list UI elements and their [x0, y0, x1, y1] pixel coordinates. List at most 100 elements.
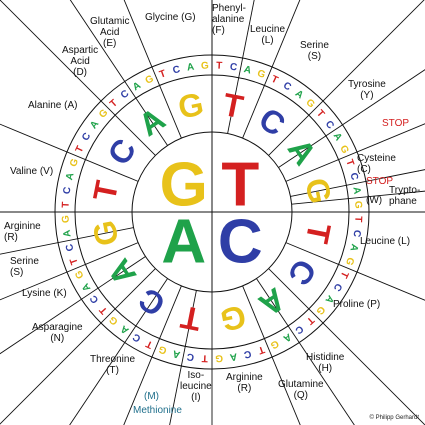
sector-line: [0, 123, 139, 182]
third-base-G: G: [157, 343, 168, 356]
credit-text: © Philipp Gerhardt: [369, 415, 419, 421]
second-base-C: C: [132, 281, 171, 324]
sector-line: [169, 290, 197, 425]
sector-line: [290, 169, 425, 197]
third-base-T: T: [158, 68, 167, 80]
second-base-T: T: [299, 220, 338, 247]
label-asparagine: Asparagine (N): [32, 322, 83, 344]
sector-line: [123, 285, 182, 425]
third-base-C: C: [131, 331, 143, 344]
label-histidine: Histidine (H): [306, 352, 345, 374]
first-base-A: A: [161, 207, 206, 276]
label-alanine: Alanine (A): [28, 100, 78, 111]
third-base-C: C: [119, 88, 131, 101]
third-base-T: T: [61, 202, 72, 209]
third-base-G: G: [73, 268, 86, 280]
label-glutamine: Glutamine (Q): [278, 379, 324, 401]
third-base-C: C: [172, 64, 182, 76]
third-base-C: C: [80, 131, 93, 143]
third-base-C: C: [281, 80, 293, 93]
third-base-T: T: [269, 74, 279, 87]
third-base-T: T: [352, 216, 363, 223]
third-base-T: T: [98, 304, 110, 316]
third-base-C: C: [62, 186, 74, 195]
label-threonine: Threonine (T): [90, 354, 136, 376]
label-glycine: Glycine (G): [145, 12, 196, 23]
label-isoleucine: Iso- leucine (I): [180, 370, 212, 403]
third-base-A: A: [281, 331, 293, 344]
second-base-G: G: [217, 298, 248, 338]
third-base-A: A: [64, 172, 76, 182]
third-base-A: A: [119, 323, 131, 336]
wheel-rings: [54, 54, 370, 370]
third-base-T: T: [74, 144, 87, 154]
label-leucine-top: Leucine (L): [250, 24, 286, 46]
label-aspartic: Aspartic Acid (D): [62, 45, 99, 78]
label-arginine-left: Arginine (R): [4, 221, 41, 243]
ring: [74, 74, 350, 350]
third-base-C: C: [293, 323, 305, 336]
label-cysteine: Cysteine (C): [357, 153, 396, 175]
sector-line: [0, 268, 156, 425]
ring: [54, 54, 370, 370]
sector-line: [69, 278, 168, 425]
second-base-A: A: [281, 132, 324, 171]
label-proline: Proline (P): [333, 299, 381, 310]
third-base-G: G: [60, 215, 71, 224]
second-base-C: C: [100, 132, 143, 171]
second-base-T: T: [177, 299, 204, 338]
sector-line: [278, 69, 425, 168]
label-stop-2: STOP: [366, 176, 394, 187]
third-base-T: T: [108, 98, 120, 110]
third-base-G: G: [268, 337, 280, 350]
label-valine: Valine (V): [10, 166, 54, 177]
label-glutamic: Glutamic Acid (E): [90, 16, 130, 49]
third-base-A: A: [131, 80, 143, 93]
label-phenylalanine: Phenyl- alanine (F): [212, 3, 246, 36]
sector-line: [256, 278, 355, 425]
third-base-T: T: [314, 108, 326, 120]
label-lysine: Lysine (K): [22, 288, 67, 299]
third-base-T: T: [68, 256, 80, 265]
second-base-A: A: [132, 100, 171, 143]
third-base-A: A: [243, 64, 253, 76]
label-arginine-bottom: Arginine (R): [226, 372, 263, 394]
third-base-A: A: [293, 88, 305, 101]
third-base-C: C: [347, 172, 359, 182]
third-base-G: G: [215, 352, 224, 363]
third-base-G: G: [343, 256, 356, 267]
second-base-C: C: [281, 253, 324, 292]
third-base-T: T: [338, 269, 351, 279]
label-w: (W): [366, 195, 383, 206]
third-base-G: G: [337, 144, 350, 156]
third-base-G: G: [144, 73, 156, 86]
third-base-C: C: [243, 347, 253, 359]
third-base-A: A: [350, 186, 362, 195]
sector-line: [0, 256, 146, 355]
third-base-T: T: [216, 61, 223, 72]
third-base-A: A: [80, 281, 93, 293]
third-base-T: T: [343, 158, 355, 167]
third-base-C: C: [88, 293, 101, 305]
third-base-A: A: [229, 350, 238, 362]
first-base-ring: G TCA: [160, 151, 263, 277]
third-base-A: A: [88, 119, 101, 131]
label-stop-1: STOP: [382, 118, 410, 129]
second-base-A: A: [100, 253, 143, 292]
sector-line: [268, 268, 425, 425]
third-base-G: G: [352, 201, 363, 210]
second-base-G: G: [86, 217, 126, 248]
third-base-G: G: [256, 68, 267, 81]
third-base-A: A: [186, 62, 195, 74]
third-base-G: G: [201, 60, 210, 71]
third-base-G: G: [68, 157, 81, 168]
label-tryptophane: Trypto- phane: [389, 185, 421, 207]
second-base-C: C: [253, 100, 292, 143]
second-base-A: A: [253, 281, 292, 324]
third-base-C: C: [350, 229, 362, 238]
sector-line: [227, 0, 255, 134]
sector-line: [242, 0, 301, 139]
third-base-T: T: [256, 343, 265, 355]
label-serine-left: Serine (S): [10, 256, 39, 278]
